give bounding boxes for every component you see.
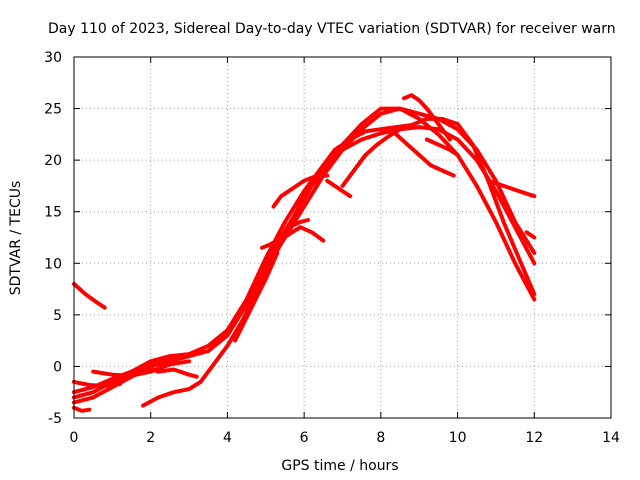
- y-tick-label: 20: [44, 153, 62, 169]
- chart-title: Day 110 of 2023, Sidereal Day-to-day VTE…: [48, 21, 616, 37]
- y-tick-label: 0: [53, 359, 62, 375]
- series-line-s11: [275, 225, 326, 245]
- x-tick-label: 0: [70, 430, 79, 446]
- series-line-s5: [72, 379, 122, 388]
- series-line-s15: [340, 127, 402, 188]
- x-tick-label: 8: [376, 430, 385, 446]
- series-line-s13: [271, 173, 330, 209]
- series-line-s16: [401, 93, 452, 142]
- x-axis-label: GPS time / hours: [281, 458, 398, 474]
- y-tick-labels: -5 0 5 10 15 20 25 30: [44, 50, 62, 427]
- series-line-s19: [486, 178, 537, 199]
- x-tick-label: 10: [449, 430, 467, 446]
- series-line-s6: [72, 405, 92, 413]
- series-line-s18: [424, 137, 460, 157]
- series-line-s9: [141, 116, 537, 408]
- y-tick-label: 15: [44, 205, 62, 221]
- series-line-s8: [141, 364, 199, 379]
- x-tick-label: 2: [146, 430, 155, 446]
- series-line-s12: [260, 218, 310, 250]
- y-tick-label: -5: [48, 411, 62, 427]
- x-tick-label: 4: [223, 430, 232, 446]
- axis-ticks: [73, 56, 612, 419]
- y-tick-label: 10: [44, 256, 62, 272]
- y-tick-label: 5: [53, 308, 62, 324]
- series-line-s20: [524, 230, 537, 240]
- x-tick-label: 12: [525, 430, 543, 446]
- y-axis-label: SDTVAR / TECUs: [8, 181, 24, 296]
- series-line-s10: [233, 251, 280, 343]
- series-line-s7: [91, 359, 192, 378]
- series-line-s17: [394, 132, 456, 178]
- plot-frame: [73, 56, 612, 419]
- series-line-s1: [72, 281, 107, 310]
- x-tick-label: 6: [300, 430, 309, 446]
- y-tick-label: 25: [44, 102, 62, 118]
- x-tick-label: 14: [602, 430, 620, 446]
- y-tick-label: 30: [44, 50, 62, 66]
- x-tick-labels: 0 2 4 6 8 10 12 14: [70, 430, 620, 446]
- series-line-s14: [325, 178, 353, 199]
- series-group: [72, 93, 537, 413]
